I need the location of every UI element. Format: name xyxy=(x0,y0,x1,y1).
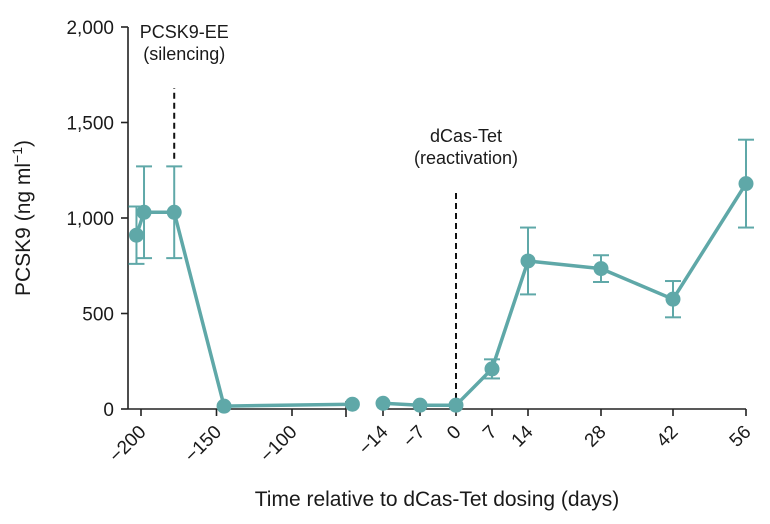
y-axis-title-main: PCSK9 (ng ml xyxy=(12,163,35,296)
y-axis-title-close: ) xyxy=(12,140,35,147)
data-point xyxy=(166,204,182,220)
x-tick-label: −14 xyxy=(355,421,393,459)
y-tick-label: 500 xyxy=(82,305,114,326)
y-tick-label: 1,500 xyxy=(66,114,114,135)
y-tick-label: 0 xyxy=(103,400,114,421)
data-series xyxy=(128,138,754,414)
data-point xyxy=(344,396,360,412)
data-point xyxy=(665,291,681,307)
annotation-label: PCSK9-EE xyxy=(140,22,229,42)
x-tick-label: 14 xyxy=(508,421,538,451)
series-line-segment xyxy=(134,210,353,408)
data-point xyxy=(448,397,464,413)
x-tick-label: 28 xyxy=(581,422,611,452)
y-tick-label: 1,000 xyxy=(66,209,114,230)
series-line-segment xyxy=(382,182,748,407)
x-tick-label: 42 xyxy=(653,422,683,452)
data-point xyxy=(412,397,428,413)
y-tick-label: 2,000 xyxy=(66,18,114,39)
x-tick-label: −7 xyxy=(399,422,429,452)
data-point xyxy=(593,261,609,277)
x-tick-label: 56 xyxy=(726,422,756,452)
annotation-label: dCas-Tet xyxy=(430,126,502,146)
data-point xyxy=(216,398,232,414)
x-tick-label: −150 xyxy=(181,422,226,467)
x-tick-label: −200 xyxy=(105,422,150,467)
x-tick-label: 7 xyxy=(479,422,501,444)
y-axis-title: PCSK9 (ng ml−1) xyxy=(9,140,35,296)
data-point xyxy=(136,204,152,220)
y-axis-title-sup: −1 xyxy=(9,147,25,163)
data-point xyxy=(520,253,536,269)
data-point xyxy=(375,395,391,411)
annotations: PCSK9-EE(silencing) dCas-Tet(reactivation… xyxy=(140,22,518,409)
data-point xyxy=(128,227,144,243)
x-tick-label: 0 xyxy=(443,422,465,444)
annotation-label: (reactivation) xyxy=(414,148,518,168)
annotation-label: (silencing) xyxy=(143,44,225,64)
x-axis-title: Time relative to dCas-Tet dosing (days) xyxy=(255,488,620,511)
data-point xyxy=(484,361,500,377)
data-point xyxy=(738,176,754,192)
x-tick-label: −100 xyxy=(256,422,301,467)
